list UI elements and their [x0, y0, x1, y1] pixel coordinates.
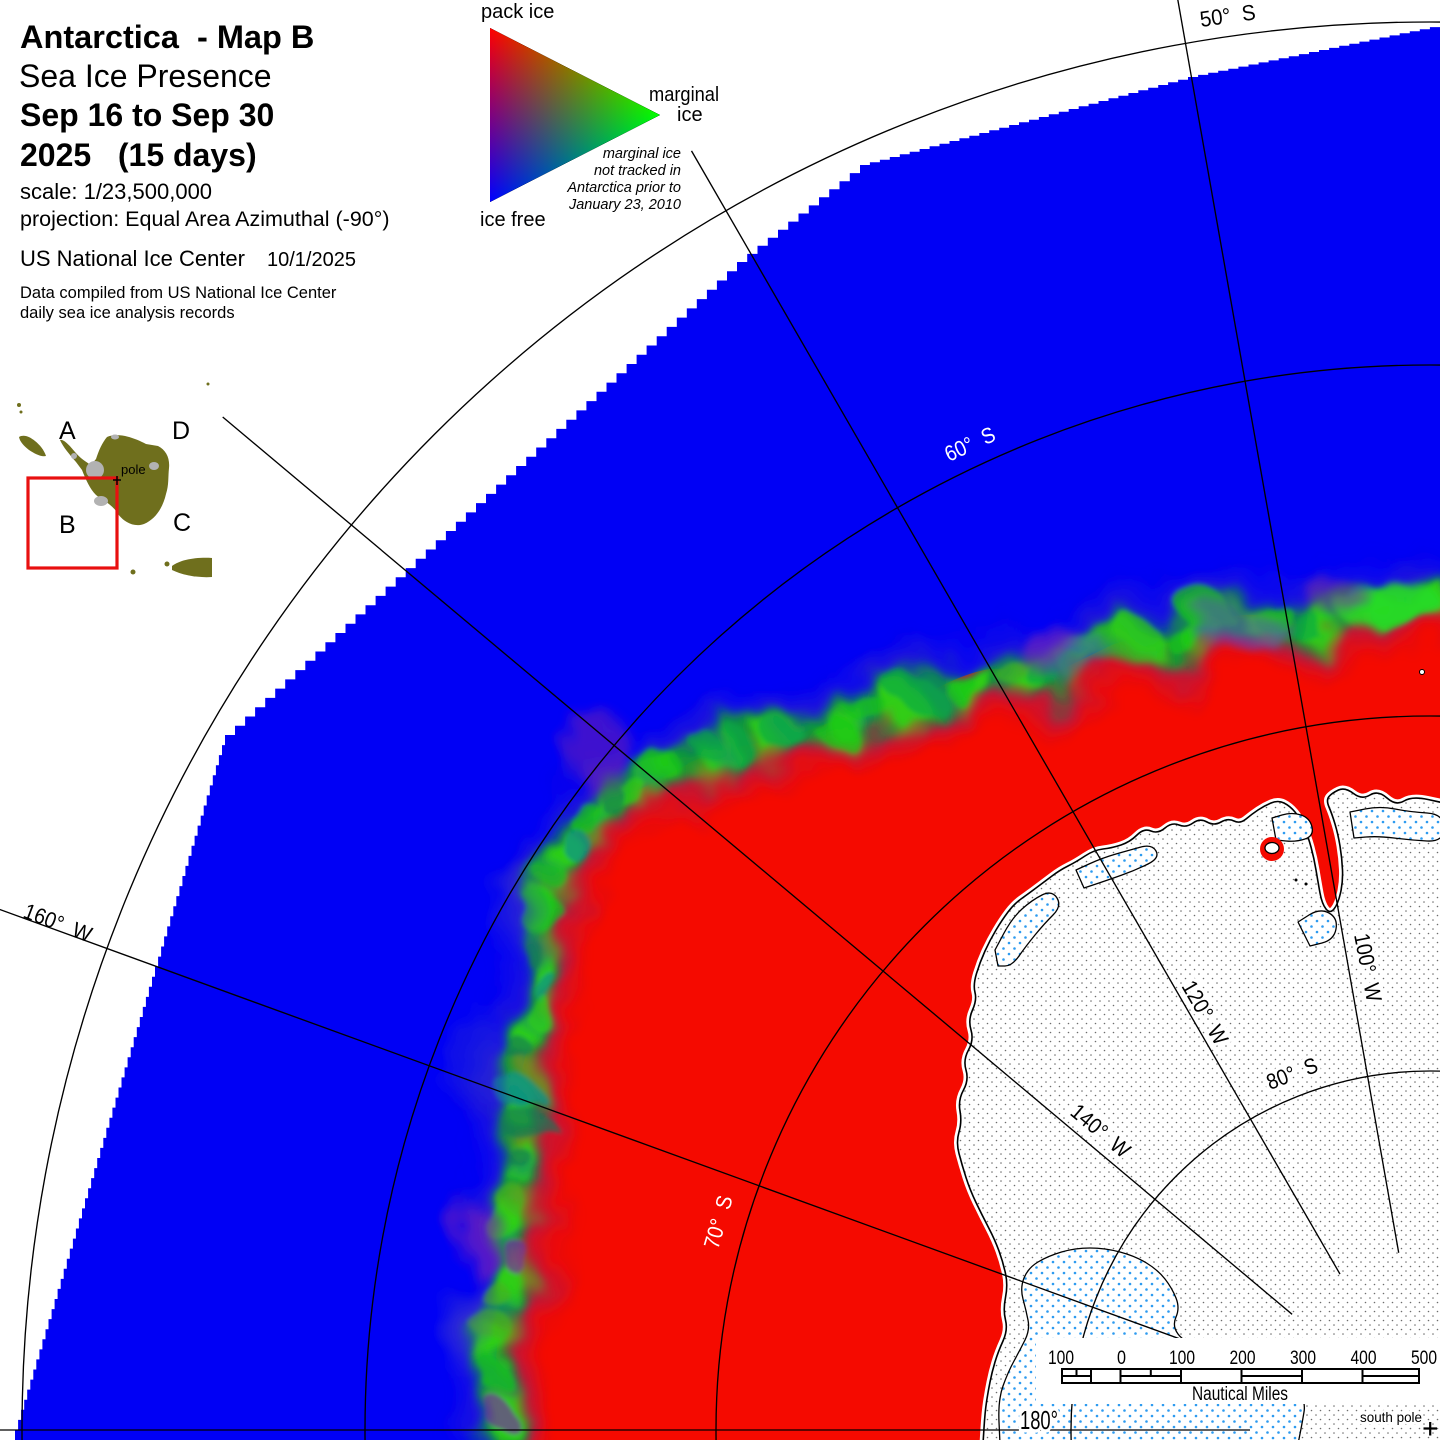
svg-text:Data compiled from US National: Data compiled from US National Ice Cente… — [20, 284, 337, 302]
svg-text:ice: ice — [677, 104, 703, 126]
svg-text:projection: Equal Area Azimuth: projection: Equal Area Azimuthal (-90°) — [20, 207, 390, 231]
svg-text:Nautical Miles: Nautical Miles — [1192, 1384, 1288, 1405]
svg-text:500: 500 — [1411, 1347, 1437, 1369]
svg-text:daily sea ice analysis records: daily sea ice analysis records — [20, 304, 235, 322]
svg-text:10/1/2025: 10/1/2025 — [267, 249, 356, 271]
svg-text:100: 100 — [1048, 1347, 1074, 1369]
svg-text:D: D — [172, 417, 190, 445]
svg-text:marginal ice: marginal ice — [603, 146, 681, 162]
svg-text:Antarctica prior to: Antarctica prior to — [566, 180, 681, 196]
svg-text:100: 100 — [1169, 1347, 1195, 1369]
svg-text:pack ice: pack ice — [481, 1, 554, 23]
svg-text:C: C — [173, 509, 191, 537]
svg-text:0: 0 — [1117, 1347, 1126, 1369]
svg-text:180°: 180° — [1020, 1405, 1058, 1435]
svg-text:not tracked in: not tracked in — [594, 163, 681, 179]
svg-text:400: 400 — [1351, 1347, 1377, 1369]
svg-text:200: 200 — [1230, 1347, 1256, 1369]
svg-text:ice free: ice free — [480, 209, 546, 231]
svg-text:Sep 16 to Sep 30: Sep 16 to Sep 30 — [20, 97, 274, 133]
svg-text:January 23, 2010: January 23, 2010 — [568, 197, 681, 213]
svg-text:scale: 1/23,500,000: scale: 1/23,500,000 — [20, 179, 212, 204]
svg-text:marginal: marginal — [649, 84, 719, 106]
svg-text:Sea Ice Presence: Sea Ice Presence — [19, 58, 272, 94]
svg-text:pole: pole — [121, 462, 146, 477]
svg-text:Antarctica - Map B: Antarctica - Map B — [20, 19, 314, 55]
svg-text:A: A — [59, 417, 76, 445]
svg-text:2025 (15 days): 2025 (15 days) — [20, 137, 257, 173]
svg-text:300: 300 — [1290, 1347, 1316, 1369]
svg-text:US National Ice Center: US National Ice Center — [20, 246, 245, 271]
svg-text:south pole: south pole — [1360, 1409, 1422, 1425]
svg-text:B: B — [59, 511, 76, 539]
